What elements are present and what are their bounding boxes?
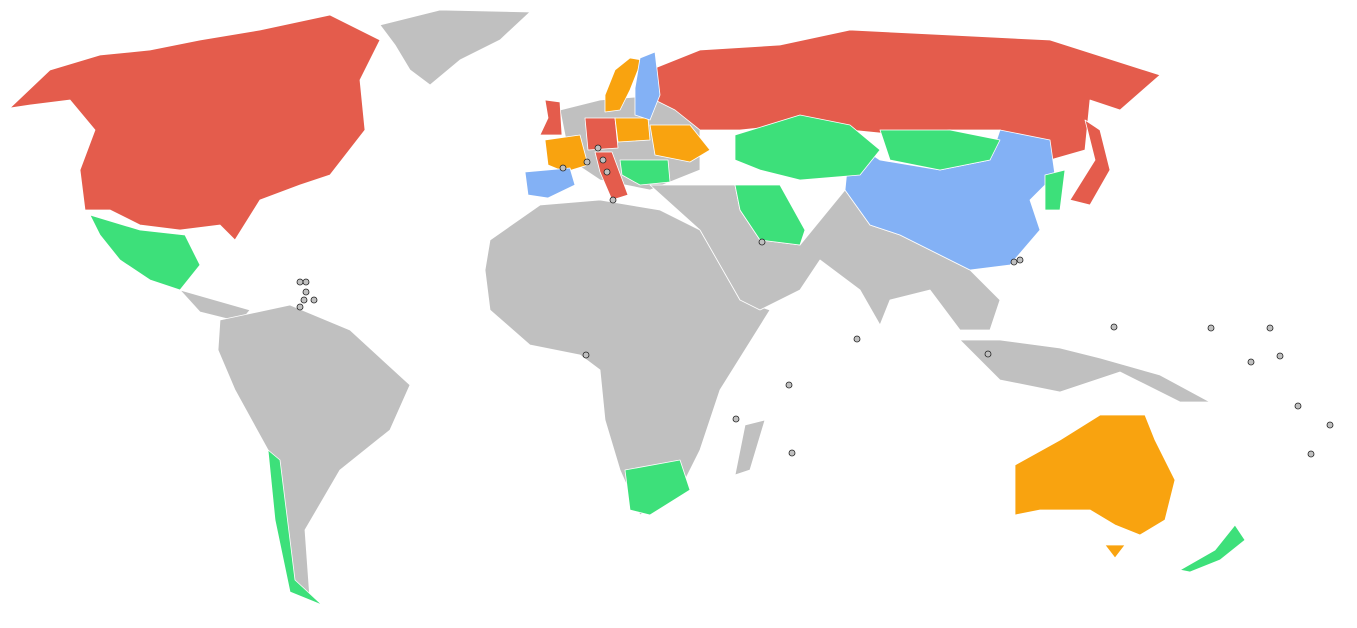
korea — [1044, 169, 1066, 211]
territory-marker — [302, 278, 310, 286]
territory-marker — [296, 303, 304, 311]
norway — [604, 57, 643, 113]
territory-marker — [599, 156, 607, 164]
territory-marker — [296, 278, 304, 286]
mongolia — [879, 129, 1001, 171]
territory-marker — [1276, 352, 1284, 360]
territory-marker — [984, 350, 992, 358]
balkans — [619, 159, 671, 186]
territory-marker — [310, 296, 318, 304]
north-america — [9, 14, 381, 241]
sweden-finland — [634, 51, 661, 121]
territory-marker — [853, 335, 861, 343]
territory-marker — [1016, 256, 1024, 264]
territory-marker — [732, 415, 740, 423]
territory-marker — [603, 168, 611, 176]
territory-marker — [1294, 402, 1302, 410]
uk — [539, 99, 563, 136]
territory-marker — [1010, 258, 1018, 266]
ukraine — [649, 124, 711, 163]
territory-marker — [1326, 421, 1334, 429]
tasmania — [1104, 544, 1126, 559]
territory-marker — [1247, 358, 1255, 366]
poland — [614, 117, 651, 143]
mexico — [89, 214, 201, 291]
territory-marker — [300, 296, 308, 304]
territory-marker — [758, 238, 766, 246]
southeast-asia-islands — [959, 339, 1211, 403]
germany — [584, 117, 619, 151]
territory-marker — [583, 158, 591, 166]
australia — [1014, 414, 1176, 536]
territory-marker — [1110, 323, 1118, 331]
territory-marker — [1266, 324, 1274, 332]
new-zealand — [1179, 524, 1246, 573]
territory-marker — [1207, 324, 1215, 332]
territory-marker — [788, 449, 796, 457]
iran — [734, 184, 806, 246]
territory-marker — [785, 381, 793, 389]
territory-marker — [559, 164, 567, 172]
france — [544, 134, 589, 173]
south-america — [217, 304, 411, 601]
madagascar — [734, 419, 766, 476]
kazakhstan — [734, 114, 881, 181]
greenland — [379, 9, 531, 86]
chile — [267, 449, 323, 606]
territory-marker — [302, 288, 310, 296]
spain — [524, 167, 576, 199]
territory-marker — [609, 196, 617, 204]
territory-marker — [582, 351, 590, 359]
south-africa — [624, 459, 691, 516]
japan — [1069, 119, 1111, 206]
territory-marker — [594, 144, 602, 152]
territory-markers — [296, 144, 1334, 458]
italy — [594, 151, 629, 201]
territory-marker — [1307, 450, 1315, 458]
